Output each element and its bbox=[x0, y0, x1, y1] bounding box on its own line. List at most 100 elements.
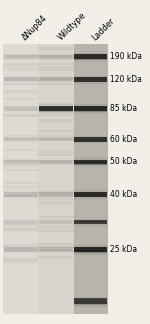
Bar bbox=[4, 220, 38, 222]
Bar bbox=[39, 198, 73, 200]
Bar bbox=[4, 160, 38, 164]
Bar bbox=[38, 114, 74, 116]
Bar bbox=[74, 157, 107, 158]
Bar bbox=[38, 69, 74, 71]
Bar bbox=[4, 137, 38, 141]
Bar bbox=[3, 135, 38, 137]
Bar bbox=[74, 199, 107, 201]
Bar bbox=[39, 56, 73, 58]
Bar bbox=[39, 194, 73, 195]
Bar bbox=[74, 160, 107, 162]
Bar bbox=[74, 61, 107, 63]
Bar bbox=[74, 137, 107, 139]
Bar bbox=[38, 63, 74, 65]
Bar bbox=[74, 51, 107, 53]
Bar bbox=[74, 219, 107, 220]
Text: 190 kDa: 190 kDa bbox=[110, 52, 142, 61]
Bar bbox=[4, 192, 38, 194]
Bar bbox=[4, 247, 38, 252]
Bar bbox=[74, 298, 107, 304]
Bar bbox=[38, 137, 74, 140]
Bar bbox=[39, 80, 73, 82]
Bar bbox=[3, 260, 38, 263]
Bar bbox=[38, 66, 74, 69]
Bar bbox=[39, 141, 73, 143]
Bar bbox=[74, 166, 107, 168]
Bar bbox=[38, 103, 74, 105]
Bar bbox=[74, 108, 107, 110]
Bar bbox=[39, 58, 73, 59]
Bar bbox=[39, 253, 73, 255]
Bar bbox=[39, 102, 73, 104]
Bar bbox=[74, 251, 107, 253]
Bar bbox=[74, 102, 107, 104]
Bar bbox=[74, 77, 107, 79]
Bar bbox=[38, 160, 74, 162]
Bar bbox=[74, 80, 107, 82]
Text: 60 kDa: 60 kDa bbox=[110, 135, 138, 144]
Bar bbox=[38, 216, 74, 218]
Bar bbox=[39, 79, 73, 80]
Bar bbox=[3, 165, 38, 167]
Bar bbox=[74, 111, 107, 113]
Bar bbox=[39, 138, 73, 139]
Bar bbox=[4, 77, 38, 82]
Bar bbox=[39, 104, 73, 106]
Bar bbox=[38, 191, 74, 194]
Bar bbox=[74, 195, 107, 197]
Bar bbox=[4, 135, 38, 137]
Bar bbox=[74, 295, 107, 297]
Bar bbox=[74, 79, 107, 80]
Bar bbox=[74, 74, 107, 75]
Bar bbox=[4, 198, 38, 200]
Bar bbox=[4, 192, 38, 196]
Bar bbox=[39, 77, 73, 82]
Bar bbox=[74, 54, 107, 59]
Bar bbox=[39, 140, 73, 141]
Bar bbox=[4, 165, 38, 167]
Bar bbox=[74, 307, 107, 308]
Bar bbox=[74, 56, 107, 58]
Bar bbox=[74, 255, 107, 257]
Bar bbox=[74, 221, 107, 223]
Bar bbox=[74, 220, 107, 222]
Bar bbox=[39, 220, 73, 222]
Bar bbox=[4, 190, 38, 191]
Bar bbox=[4, 77, 38, 79]
Bar bbox=[74, 58, 107, 60]
Bar bbox=[4, 224, 38, 225]
Bar bbox=[74, 160, 107, 164]
Bar bbox=[39, 163, 73, 164]
Bar bbox=[39, 143, 73, 144]
Bar bbox=[4, 136, 38, 138]
Bar bbox=[74, 226, 107, 227]
Bar bbox=[39, 192, 73, 196]
Bar bbox=[3, 44, 38, 314]
Bar bbox=[4, 249, 38, 250]
Bar bbox=[4, 76, 38, 77]
Bar bbox=[39, 114, 73, 116]
Bar bbox=[39, 106, 73, 111]
Bar bbox=[39, 137, 73, 141]
Bar bbox=[74, 299, 107, 301]
Bar bbox=[39, 197, 73, 198]
Bar bbox=[4, 52, 38, 53]
Bar bbox=[4, 112, 38, 114]
Bar bbox=[74, 75, 107, 77]
Bar bbox=[4, 106, 38, 111]
Bar bbox=[74, 106, 107, 108]
Bar bbox=[39, 190, 73, 191]
Bar bbox=[4, 141, 38, 143]
Bar bbox=[4, 60, 38, 62]
Bar bbox=[3, 63, 38, 65]
Bar bbox=[39, 247, 73, 252]
Bar bbox=[39, 75, 73, 76]
Bar bbox=[4, 53, 38, 55]
Bar bbox=[39, 55, 73, 56]
Bar bbox=[4, 159, 38, 160]
Text: 25 kDa: 25 kDa bbox=[110, 245, 137, 254]
Bar bbox=[74, 158, 107, 160]
Bar bbox=[3, 169, 38, 171]
Bar bbox=[38, 119, 74, 122]
Text: Wildtype: Wildtype bbox=[56, 11, 87, 42]
